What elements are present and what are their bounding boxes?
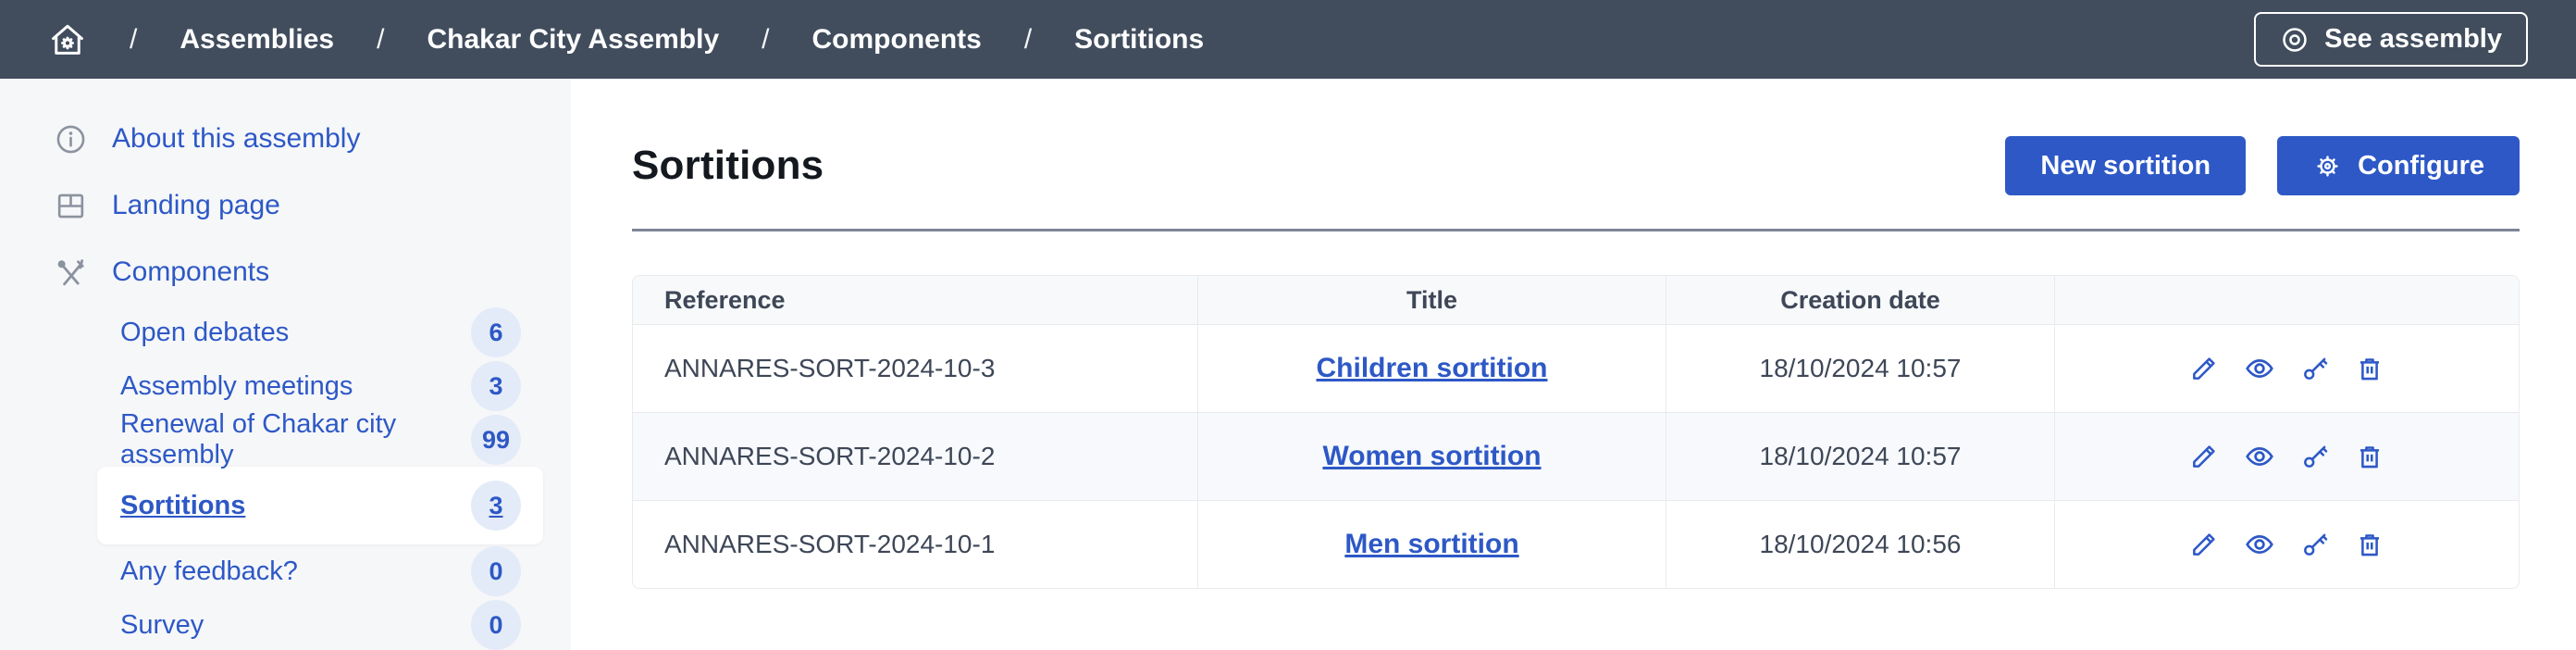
column-header-actions (2055, 276, 2519, 324)
reference-cell: ANNARES-SORT-2024-10-1 (633, 501, 1198, 588)
edit-button[interactable] (2189, 354, 2219, 383)
table-header-row: Reference Title Creation date (633, 276, 2519, 324)
sidebar-item-label: Survey (120, 609, 204, 640)
edit-button[interactable] (2189, 530, 2219, 559)
see-assembly-button[interactable]: See assembly (2254, 12, 2528, 67)
sidebar-item-label: Renewal of Chakar city assembly (120, 409, 397, 469)
sortition-title-link[interactable]: Children sortition (1316, 353, 1548, 383)
sidebar-item-about[interactable]: About this assembly (0, 106, 571, 172)
delete-button[interactable] (2355, 442, 2384, 471)
sortition-title-link[interactable]: Men sortition (1344, 529, 1519, 559)
column-header-creation-date: Creation date (1666, 276, 2055, 324)
breadcrumb-separator: / (1023, 23, 1033, 55)
sidebar-item-open-debates[interactable]: Open debates 6 (97, 306, 543, 359)
edit-button[interactable] (2189, 442, 2219, 471)
count-badge: 3 (471, 481, 521, 531)
eye-icon (2280, 25, 2310, 55)
actions-cell (2055, 501, 2519, 588)
creation-date-cell: 18/10/2024 10:57 (1666, 325, 2055, 412)
tools-icon (54, 256, 88, 290)
table-row: ANNARES-SORT-2024-10-2 Women sortition 1… (633, 412, 2519, 500)
breadcrumb-sortitions[interactable]: Sortitions (1074, 23, 1205, 55)
table-row: ANNARES-SORT-2024-10-3 Children sortitio… (633, 324, 2519, 412)
preview-button[interactable] (2244, 529, 2275, 560)
sortitions-table: Reference Title Creation date ANNARES-SO… (632, 275, 2520, 589)
configure-button[interactable]: Configure (2277, 136, 2520, 195)
permissions-key-button[interactable] (2300, 530, 2330, 559)
sidebar-item-label: About this assembly (112, 123, 361, 154)
info-icon (54, 122, 88, 156)
sidebar-item-components[interactable]: Components (0, 239, 571, 306)
sidebar-item-label: Sortitions (120, 490, 246, 520)
new-sortition-label: New sortition (2040, 150, 2211, 181)
sidebar-item-label: Components (112, 256, 270, 287)
creation-date-cell: 18/10/2024 10:57 (1666, 413, 2055, 500)
page-title: Sortitions (632, 143, 824, 188)
sidebar-item-label: Landing page (112, 190, 280, 220)
preview-button[interactable] (2244, 353, 2275, 384)
home-gear-icon (48, 20, 87, 59)
breadcrumb-assembly-name[interactable]: Chakar City Assembly (427, 23, 720, 55)
delete-button[interactable] (2355, 354, 2384, 383)
new-sortition-button[interactable]: New sortition (2005, 136, 2247, 195)
actions-cell (2055, 325, 2519, 412)
sidebar-item-survey[interactable]: Survey 0 (97, 598, 543, 650)
sidebar-item-sortitions[interactable]: Sortitions 3 (97, 467, 543, 544)
sidebar-item-assembly-meetings[interactable]: Assembly meetings 3 (97, 359, 543, 413)
sidebar-item-label: Assembly meetings (120, 370, 353, 401)
sidebar-item-landing-page[interactable]: Landing page (0, 172, 571, 239)
breadcrumb-assemblies[interactable]: Assemblies (180, 23, 335, 55)
home-button[interactable] (48, 20, 87, 59)
sidebar-item-label: Any feedback? (120, 556, 298, 586)
table-row: ANNARES-SORT-2024-10-1 Men sortition 18/… (633, 500, 2519, 588)
breadcrumb-components[interactable]: Components (811, 23, 982, 55)
see-assembly-label: See assembly (2324, 24, 2502, 54)
column-header-reference: Reference (633, 276, 1198, 324)
count-badge: 3 (471, 361, 521, 411)
sidebar-item-any-feedback[interactable]: Any feedback? 0 (97, 544, 543, 598)
breadcrumb-separator: / (762, 23, 770, 55)
sidebar-item-label: Open debates (120, 317, 290, 347)
count-badge: 0 (471, 600, 521, 650)
breadcrumb-separator: / (377, 23, 385, 55)
breadcrumb-separator: / (130, 23, 138, 55)
breadcrumb: / Assemblies / Chakar City Assembly / Co… (48, 20, 1204, 59)
configure-label: Configure (2358, 150, 2484, 181)
main-content: Sortitions New sortition Co (571, 79, 2576, 650)
column-header-title: Title (1198, 276, 1666, 324)
count-badge: 0 (471, 546, 521, 596)
sidebar: About this assembly Landing page (0, 79, 571, 650)
sortition-title-link[interactable]: Women sortition (1322, 441, 1542, 471)
layout-icon (54, 189, 88, 223)
actions-cell (2055, 413, 2519, 500)
breadcrumb-bar: / Assemblies / Chakar City Assembly / Co… (0, 0, 2576, 79)
title-divider (632, 229, 2520, 231)
delete-button[interactable] (2355, 530, 2384, 559)
sidebar-item-renewal[interactable]: Renewal of Chakar city assembly 99 (97, 409, 543, 469)
reference-cell: ANNARES-SORT-2024-10-3 (633, 325, 1198, 412)
preview-button[interactable] (2244, 441, 2275, 472)
count-badge: 6 (471, 307, 521, 357)
reference-cell: ANNARES-SORT-2024-10-2 (633, 413, 1198, 500)
permissions-key-button[interactable] (2300, 442, 2330, 471)
count-badge: 99 (471, 415, 521, 465)
gear-icon (2312, 151, 2343, 181)
permissions-key-button[interactable] (2300, 354, 2330, 383)
creation-date-cell: 18/10/2024 10:56 (1666, 501, 2055, 588)
